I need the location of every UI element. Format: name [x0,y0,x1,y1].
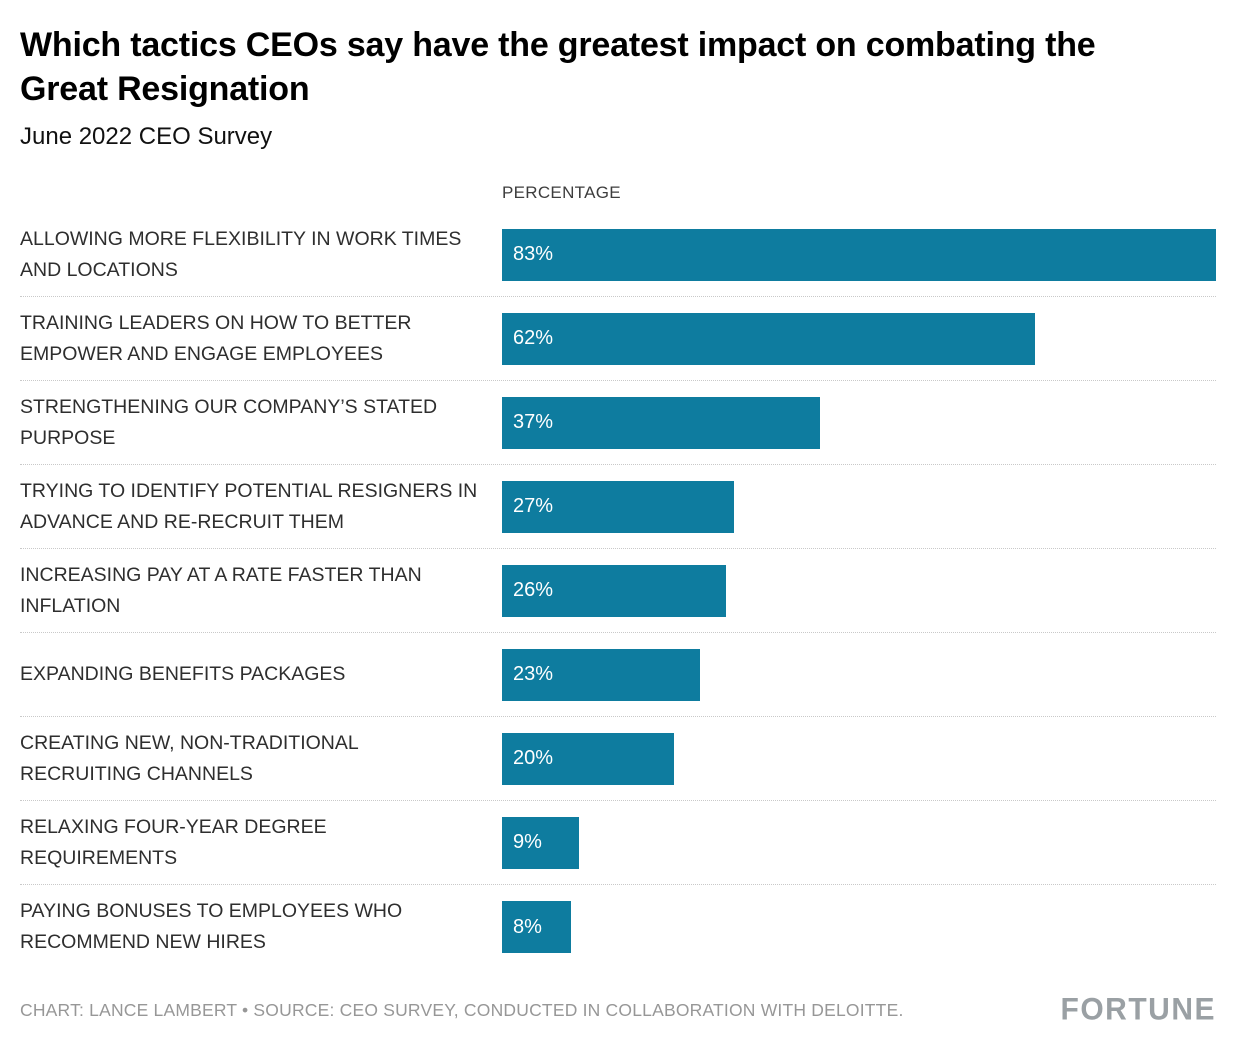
category-label: INCREASING PAY AT A RATE FASTER THAN INF… [20,563,422,617]
chart-row: STRENGTHENING OUR COMPANY’S STATED PURPO… [20,381,1216,466]
bar-track: 37% [502,396,1216,449]
bar: 20% [502,732,675,785]
category-label: ALLOWING MORE FLEXIBILITY IN WORK TIMES … [20,227,462,281]
bar: 23% [502,648,700,701]
bar: 27% [502,480,735,533]
bar-track: 23% [502,648,1216,701]
footer-credit: CHART: LANCE LAMBERT • SOURCE: CEO SURVE… [20,999,904,1020]
chart-row: EXPANDING BENEFITS PACKAGES 23% [20,633,1216,718]
bar: 26% [502,564,726,617]
bar-track: 27% [502,480,1216,533]
bar-track: 9% [502,816,1216,869]
chart-row: PAYING BONUSES TO EMPLOYEES WHO RECOMMEN… [20,885,1216,969]
chart-row: CREATING NEW, NON-TRADITIONAL RECRUITING… [20,717,1216,802]
bar-value-label: 37% [513,411,554,434]
category-label: EXPANDING BENEFITS PACKAGES [20,663,346,686]
bar-track: 20% [502,732,1216,785]
bar: 9% [502,816,580,869]
category-label: TRYING TO IDENTIFY POTENTIAL RESIGNERS I… [20,479,478,533]
bar-value-label: 26% [513,579,554,602]
bar: 83% [502,228,1216,281]
bar-track: 26% [502,564,1216,617]
category-label: STRENGTHENING OUR COMPANY’S STATED PURPO… [20,395,438,449]
chart-row: ALLOWING MORE FLEXIBILITY IN WORK TIMES … [20,213,1216,298]
chart-rows: ALLOWING MORE FLEXIBILITY IN WORK TIMES … [20,213,1216,969]
chart-footer: CHART: LANCE LAMBERT • SOURCE: CEO SURVE… [20,992,1216,1027]
bar: 8% [502,901,571,954]
chart-subtitle: June 2022 CEO Survey [20,123,273,151]
category-label: CREATING NEW, NON-TRADITIONAL RECRUITING… [20,731,359,785]
bar-value-label: 20% [513,747,554,770]
chart-row: TRAINING LEADERS ON HOW TO BETTER EMPOWE… [20,297,1216,382]
bar-value-label: 9% [513,831,542,854]
chart-row: TRYING TO IDENTIFY POTENTIAL RESIGNERS I… [20,465,1216,550]
bar-track: 8% [502,901,1216,954]
bar-value-label: 62% [513,327,554,350]
value-axis-header: PERCENTAGE [502,183,621,203]
bar: 62% [502,312,1036,365]
bar-value-label: 83% [513,243,554,266]
category-label: TRAINING LEADERS ON HOW TO BETTER EMPOWE… [20,311,412,365]
chart-row: INCREASING PAY AT A RATE FASTER THAN INF… [20,549,1216,634]
bar: 37% [502,396,821,449]
bar-value-label: 23% [513,663,554,686]
label-column-spacer [20,183,502,203]
category-label: PAYING BONUSES TO EMPLOYEES WHO RECOMMEN… [20,900,403,954]
bar-track: 83% [502,228,1216,281]
bar-value-label: 27% [513,495,554,518]
chart-title: Which tactics CEOs say have the greatest… [20,26,1096,108]
fortune-logo: FORTUNE [1060,992,1216,1027]
category-label: RELAXING FOUR-YEAR DEGREE REQUIREMENTS [20,815,327,869]
axis-header-row: PERCENTAGE [20,183,1216,203]
bar-value-label: 8% [513,915,542,938]
chart-row: RELAXING FOUR-YEAR DEGREE REQUIREMENTS 9… [20,801,1216,886]
bar-track: 62% [502,312,1216,365]
